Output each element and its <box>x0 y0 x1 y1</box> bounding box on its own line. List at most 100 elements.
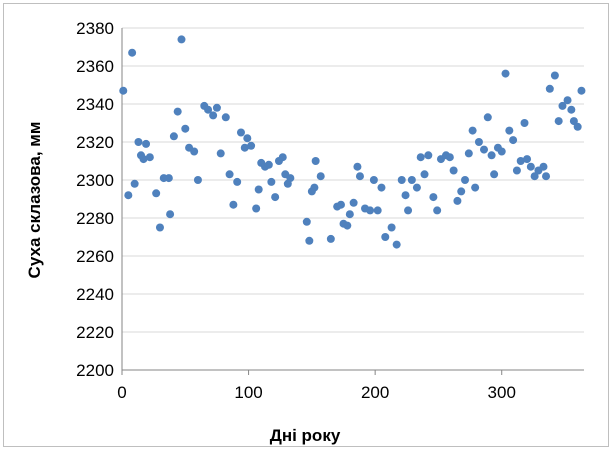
x-tick-label: 100 <box>234 383 262 402</box>
data-point <box>216 149 225 158</box>
data-point <box>542 172 551 181</box>
data-point <box>554 117 563 126</box>
x-tick-label: 300 <box>488 383 516 402</box>
data-point <box>305 236 314 245</box>
data-point <box>267 177 276 186</box>
data-point <box>164 174 173 183</box>
data-point <box>474 138 483 146</box>
data-point <box>461 176 470 184</box>
data-point <box>264 160 273 169</box>
data-point <box>177 35 186 44</box>
data-point <box>424 151 433 160</box>
x-tick-label: 200 <box>361 383 389 402</box>
data-point <box>509 136 518 145</box>
y-tick-label: 2320 <box>76 133 114 152</box>
data-point <box>169 132 178 141</box>
data-point <box>128 48 137 57</box>
y-tick-labels: 2200 2220 2240 2260 2280 2300 2320 2340 2360 2380 <box>76 19 114 380</box>
data-point <box>240 143 249 152</box>
data-point <box>523 155 532 164</box>
data-point <box>142 139 151 148</box>
data-point <box>243 134 252 143</box>
x-axis-title: Дні року <box>270 426 341 445</box>
y-tick-label: 2240 <box>76 285 114 304</box>
data-point <box>567 105 576 114</box>
data-point <box>433 206 442 215</box>
data-point <box>130 179 139 188</box>
data-point <box>407 176 416 184</box>
data-point <box>501 69 510 78</box>
data-point <box>181 124 190 133</box>
data-point <box>173 107 182 116</box>
data-point <box>233 177 242 186</box>
data-point <box>373 206 382 215</box>
y-tick-label: 2340 <box>76 95 114 114</box>
data-points <box>119 35 586 249</box>
data-point <box>545 84 554 93</box>
data-point <box>369 176 378 184</box>
data-point <box>420 170 429 179</box>
data-point <box>343 221 352 230</box>
y-axis-title: Суха склазова, мм <box>25 122 44 279</box>
data-point <box>480 145 489 154</box>
data-point <box>558 101 567 110</box>
data-point <box>550 71 559 80</box>
data-point <box>449 166 458 175</box>
data-point <box>397 176 406 184</box>
data-point <box>381 233 390 241</box>
data-point <box>457 187 466 196</box>
data-point <box>539 162 548 171</box>
data-point <box>468 126 477 135</box>
data-point <box>530 172 539 181</box>
data-point <box>416 153 425 162</box>
data-point <box>152 189 161 198</box>
data-point <box>520 119 529 127</box>
y-tick-label: 2260 <box>76 247 114 266</box>
data-point <box>254 185 263 194</box>
data-point <box>464 149 473 158</box>
data-point <box>483 113 492 122</box>
data-point <box>229 200 238 209</box>
data-point <box>429 193 438 202</box>
data-point <box>286 174 295 183</box>
y-tick-label: 2300 <box>76 171 114 190</box>
data-point <box>145 153 154 162</box>
y-tick-label: 2360 <box>76 57 114 76</box>
data-point <box>326 234 335 243</box>
data-point <box>573 122 582 131</box>
data-point <box>387 223 396 232</box>
plot-axes <box>121 28 584 375</box>
y-tick-label: 2200 <box>76 361 114 380</box>
data-point <box>212 103 221 112</box>
data-point <box>404 206 413 215</box>
data-point <box>577 86 586 95</box>
y-tick-label: 2380 <box>76 19 114 38</box>
data-point <box>225 170 234 179</box>
data-point <box>247 141 256 150</box>
data-point <box>124 191 133 200</box>
data-point <box>445 153 454 162</box>
data-point <box>453 196 462 205</box>
data-point <box>512 166 521 175</box>
data-point <box>221 113 230 122</box>
data-point <box>497 147 506 156</box>
data-point <box>119 86 128 95</box>
y-tick-label: 2220 <box>76 323 114 342</box>
data-point <box>490 170 499 179</box>
data-point <box>526 162 535 171</box>
data-point <box>311 157 320 165</box>
data-point <box>412 183 421 192</box>
data-point <box>271 193 280 202</box>
data-point <box>190 147 199 156</box>
data-point <box>134 138 143 146</box>
data-point <box>278 153 287 162</box>
data-point <box>204 105 213 114</box>
data-point <box>487 151 496 160</box>
data-point <box>345 210 354 219</box>
data-point <box>377 183 386 192</box>
data-point <box>209 111 218 120</box>
data-point <box>316 172 325 181</box>
data-point <box>366 206 375 215</box>
data-point <box>353 162 362 171</box>
